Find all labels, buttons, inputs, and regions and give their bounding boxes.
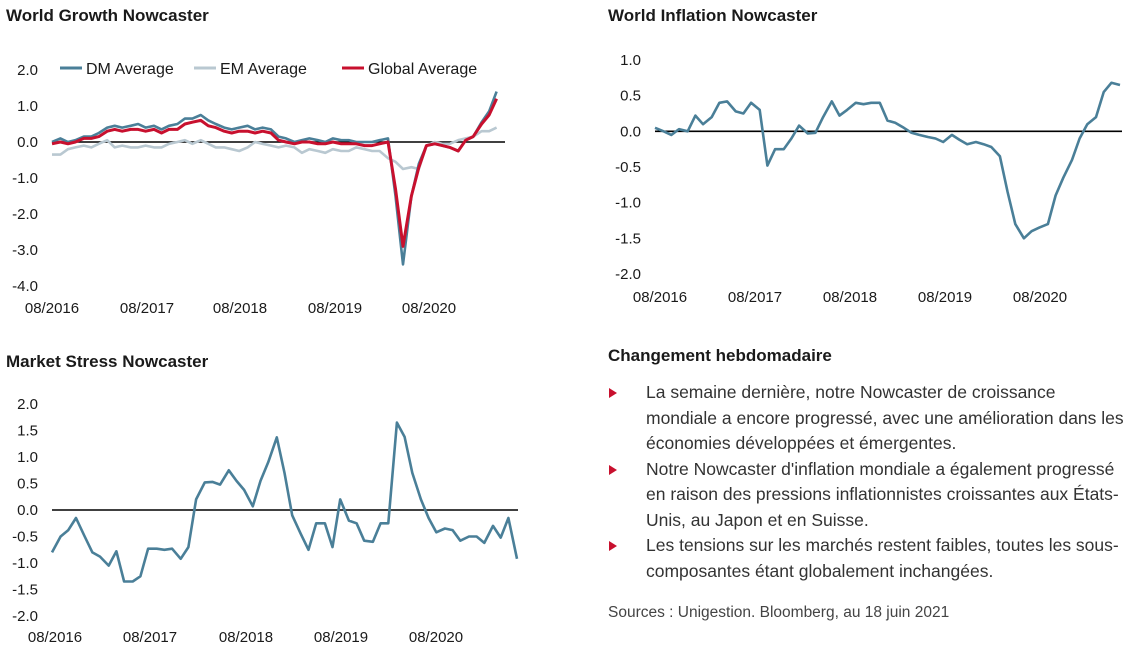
y-tick-label: 0.0 bbox=[620, 123, 641, 140]
sources-note: Sources : Unigestion. Bloomberg, au 18 j… bbox=[608, 604, 950, 621]
x-tick-label: 08/2020 bbox=[409, 629, 463, 646]
summary-bullet-text: Les tensions sur les marchés restent fai… bbox=[646, 535, 1119, 581]
y-tick-label: -2.0 bbox=[12, 206, 38, 223]
triangle-bullet-icon bbox=[609, 464, 617, 475]
y-tick-label: -1.5 bbox=[615, 230, 641, 247]
y-tick-label: -0.5 bbox=[615, 159, 641, 176]
summary-bullet-1: La semaine dernière, notre Nowcaster de … bbox=[607, 380, 1127, 457]
y-tick-label: -2.0 bbox=[12, 608, 38, 625]
y-tick-label: -0.5 bbox=[12, 529, 38, 546]
summary-bullet-3: Les tensions sur les marchés restent fai… bbox=[607, 533, 1127, 584]
summary-bullet-2: Notre Nowcaster d'inflation mondiale a é… bbox=[607, 457, 1127, 534]
x-tick-label: 08/2017 bbox=[728, 289, 782, 306]
y-tick-label: -2.0 bbox=[615, 266, 641, 283]
x-tick-label: 08/2016 bbox=[633, 289, 687, 306]
legend-label: Global Average bbox=[368, 61, 477, 78]
stress-chart-title: Market Stress Nowcaster bbox=[6, 352, 209, 371]
summary-bullet-text: Notre Nowcaster d'inflation mondiale a é… bbox=[646, 458, 1119, 530]
summary-bullet-text: La semaine dernière, notre Nowcaster de … bbox=[646, 382, 1124, 453]
triangle-bullet-icon bbox=[609, 388, 617, 398]
y-tick-label: 0.5 bbox=[17, 476, 38, 493]
series-line-main bbox=[654, 81, 1121, 240]
legend-label: EM Average bbox=[220, 61, 307, 78]
y-tick-label: -1.0 bbox=[12, 555, 38, 572]
x-tick-label: 08/2018 bbox=[219, 629, 273, 646]
x-tick-label: 08/2018 bbox=[823, 289, 877, 306]
x-tick-label: 08/2019 bbox=[308, 300, 362, 317]
y-tick-label: 2.0 bbox=[17, 62, 38, 79]
x-tick-label: 08/2017 bbox=[123, 629, 177, 646]
legend-label: DM Average bbox=[86, 61, 174, 78]
y-tick-label: 1.0 bbox=[17, 98, 38, 115]
y-tick-label: -1.0 bbox=[615, 195, 641, 212]
inflation-chart-title: World Inflation Nowcaster bbox=[608, 6, 818, 25]
y-tick-label: 1.0 bbox=[17, 449, 38, 466]
x-tick-label: 08/2016 bbox=[28, 629, 82, 646]
growth-chart-title: World Growth Nowcaster bbox=[6, 6, 209, 25]
y-tick-label: 0.5 bbox=[620, 88, 641, 105]
summary-title: Changement hebdomadaire bbox=[608, 346, 832, 365]
y-tick-label: 0.0 bbox=[17, 502, 38, 519]
y-tick-label: -1.5 bbox=[12, 582, 38, 599]
y-tick-label: -4.0 bbox=[12, 278, 38, 295]
series-line-main bbox=[50, 421, 519, 583]
y-tick-label: 1.5 bbox=[17, 423, 38, 440]
series-line-global-average bbox=[51, 98, 498, 248]
x-tick-label: 08/2017 bbox=[120, 300, 174, 317]
y-tick-label: -3.0 bbox=[12, 242, 38, 259]
y-tick-label: 1.0 bbox=[620, 52, 641, 69]
x-tick-label: 08/2016 bbox=[25, 300, 79, 317]
triangle-bullet-icon bbox=[609, 541, 617, 551]
x-tick-label: 08/2020 bbox=[402, 300, 456, 317]
y-tick-label: 2.0 bbox=[17, 396, 38, 413]
summary-bullets: La semaine dernière, notre Nowcaster de … bbox=[607, 380, 1127, 584]
x-tick-label: 08/2019 bbox=[918, 289, 972, 306]
x-tick-label: 08/2020 bbox=[1013, 289, 1067, 306]
x-tick-label: 08/2018 bbox=[213, 300, 267, 317]
y-tick-label: -1.0 bbox=[12, 170, 38, 187]
x-tick-label: 08/2019 bbox=[314, 629, 368, 646]
y-tick-label: 0.0 bbox=[17, 134, 38, 151]
